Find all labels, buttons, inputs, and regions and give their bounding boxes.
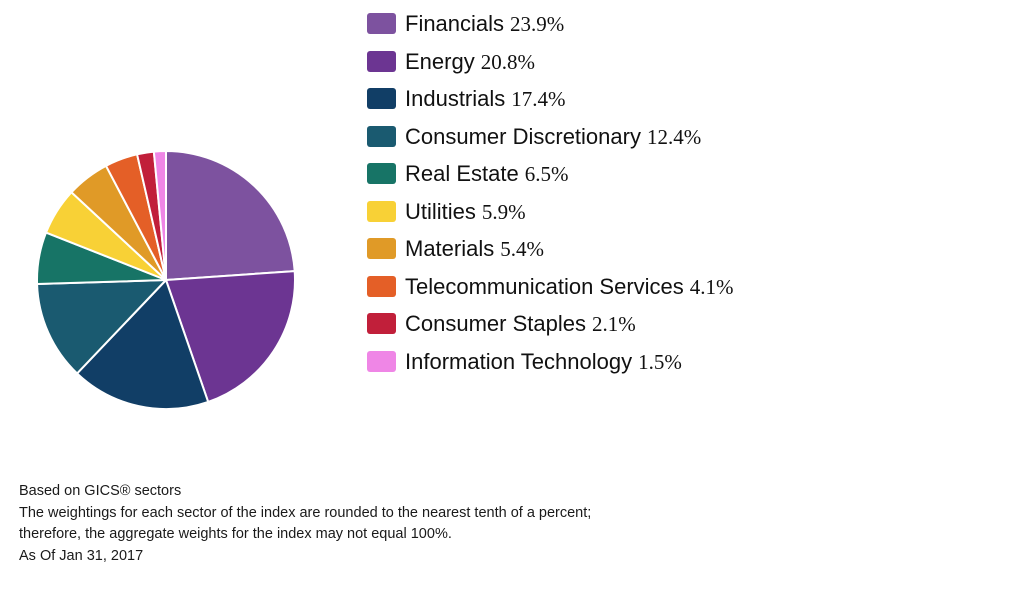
- footnote-rounding-note: The weightings for each sector of the in…: [19, 504, 592, 521]
- legend-text-financials: Financials 23.9%: [405, 11, 564, 37]
- legend-label-materials: Materials: [405, 236, 495, 261]
- pie-slice-financials: [165, 150, 296, 281]
- legend-swatch-telecommunication-services: [367, 275, 396, 297]
- legend-label-utilities: Utilities: [405, 198, 476, 224]
- legend-swatch-information-technology: [367, 350, 396, 372]
- legend-swatch-consumer-discretionary: [367, 125, 396, 147]
- legend-swatch-industrials: [367, 88, 396, 109]
- legend-value-materials: 5.4%: [500, 237, 544, 261]
- pie-slice-consumer-discretionary: [36, 279, 167, 375]
- legend-label-energy: Energy: [405, 48, 475, 74]
- pie-slice-energy: [165, 270, 296, 403]
- pie-chart: [36, 149, 296, 410]
- legend-swatch-materials: [367, 238, 396, 259]
- legend-text-real-estate: Real Estate 6.5%: [405, 161, 568, 187]
- legend-value-energy: 20.8%: [480, 49, 535, 74]
- legend-swatch-energy: [367, 50, 396, 72]
- legend-text-industrials: Industrials 17.4%: [405, 86, 566, 112]
- legend-value-industrials: 17.4%: [511, 87, 566, 111]
- legend-value-utilities: 5.9%: [481, 199, 526, 224]
- footnote-aggregate-note: therefore, the aggregate weights for the…: [19, 526, 452, 542]
- footnote: Based on GICS® sectors The weightings fo…: [19, 481, 591, 567]
- legend-text-utilities: Utilities 5.9%: [405, 199, 526, 225]
- legend-swatch-consumer-staples: [367, 313, 396, 334]
- legend-label-information-technology: Information Technology: [405, 348, 633, 374]
- legend-label-industrials: Industrials: [405, 86, 506, 111]
- legend-label-consumer-staples: Consumer Staples: [405, 311, 586, 336]
- legend-text-materials: Materials 5.4%: [405, 236, 544, 262]
- legend-label-telecommunication-services: Telecommunication Services: [405, 273, 684, 299]
- legend-value-telecommunication-services: 4.1%: [689, 274, 734, 299]
- legend-swatch-financials: [367, 13, 396, 34]
- legend-swatch-real-estate: [367, 163, 396, 184]
- legend-text-consumer-staples: Consumer Staples 2.1%: [405, 311, 636, 337]
- legend-value-consumer-discretionary: 12.4%: [646, 124, 702, 149]
- legend-value-financials: 23.9%: [510, 12, 565, 36]
- legend-text-information-technology: Information Technology 1.5%: [405, 349, 682, 375]
- legend-value-real-estate: 6.5%: [524, 162, 569, 186]
- legend-text-consumer-discretionary: Consumer Discretionary 12.4%: [405, 124, 701, 150]
- footnote-sectors-note: Based on GICS® sectors: [19, 483, 182, 499]
- legend-value-information-technology: 1.5%: [638, 349, 682, 374]
- pie-slice-information-technology: [152, 149, 167, 281]
- legend-value-consumer-staples: 2.1%: [591, 312, 636, 336]
- legend-text-telecommunication-services: Telecommunication Services 4.1%: [405, 274, 734, 300]
- legend-text-energy: Energy 20.8%: [405, 49, 535, 75]
- legend-swatch-utilities: [367, 200, 396, 222]
- pie-slice-industrials: [76, 279, 210, 410]
- legend-label-consumer-discretionary: Consumer Discretionary: [405, 123, 641, 149]
- legend-label-real-estate: Real Estate: [405, 161, 519, 186]
- legend-label-financials: Financials: [405, 11, 505, 36]
- footnote-as-of-date: As Of Jan 31, 2017: [19, 547, 144, 564]
